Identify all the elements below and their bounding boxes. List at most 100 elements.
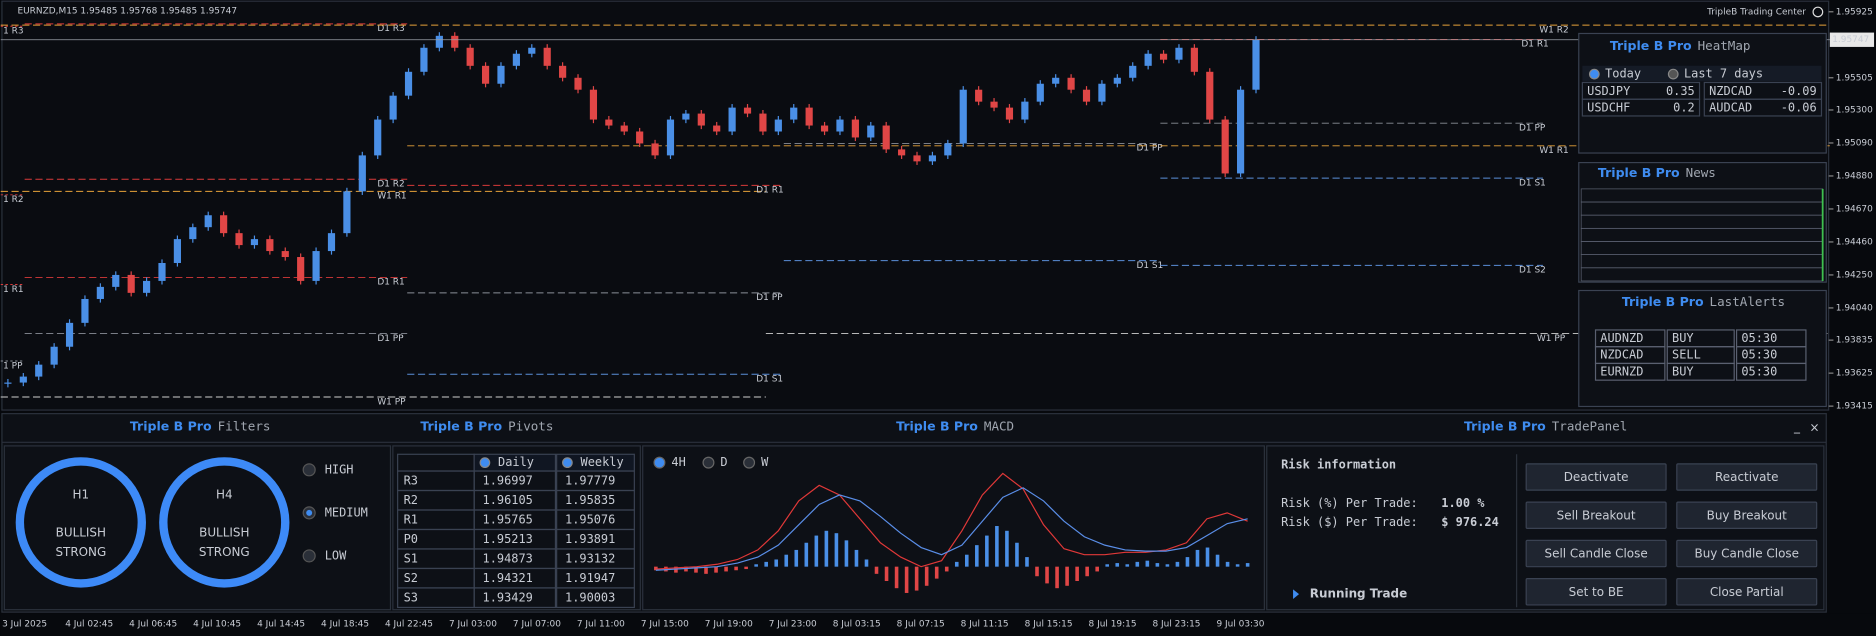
candle: [1129, 62, 1137, 82]
widget-title: News: [1686, 165, 1716, 180]
filter-option: HIGH: [325, 462, 354, 476]
y-tick-label: 1.94880: [1836, 171, 1873, 181]
pivot-value: S2: [404, 571, 418, 585]
candle: [759, 110, 767, 136]
minimize-button[interactable]: _: [1793, 419, 1801, 433]
macd-bar: [1245, 563, 1250, 567]
candle: [867, 121, 875, 142]
x-tick-label: 7 Jul 03:00: [449, 620, 497, 630]
radio[interactable]: [302, 463, 316, 477]
heatmap-pair: NZDCAD: [1709, 84, 1752, 98]
candle-body: [559, 65, 567, 78]
macd-bar: [814, 535, 819, 567]
radio[interactable]: [302, 549, 316, 563]
x-tick-label: 7 Jul 19:00: [705, 620, 753, 630]
candle-body: [913, 155, 921, 162]
radio[interactable]: [562, 457, 573, 469]
candle: [281, 247, 289, 261]
trade-button[interactable]: [1525, 578, 1667, 606]
heatmap-value: 0.35: [1666, 84, 1695, 98]
trade-button[interactable]: [1676, 578, 1818, 606]
close-button[interactable]: ×: [1810, 420, 1820, 434]
macd-bar: [944, 566, 949, 572]
running-trade-arrow[interactable]: [1293, 589, 1300, 599]
level-label: D1 R1: [756, 186, 783, 196]
candle-body: [374, 119, 382, 156]
macd-bar: [824, 530, 829, 567]
filter-option: MEDIUM: [325, 505, 368, 519]
candle: [944, 139, 952, 159]
widget-title: TradePanel: [1552, 418, 1628, 433]
macd-bar: [784, 554, 789, 567]
candle: [266, 235, 274, 255]
candle: [420, 44, 428, 76]
filters-box: [3, 445, 392, 611]
heatmap-tabs: [1582, 65, 1822, 82]
level-label: D1 S1: [1519, 178, 1546, 188]
pivot-value: 1.94321: [483, 571, 533, 585]
candle-body: [281, 251, 289, 258]
heatmap-value: 0.2: [1673, 101, 1695, 115]
y-tick-label: 1.95300: [1836, 105, 1873, 115]
level-label: W1 R1: [377, 192, 406, 202]
candle-body: [512, 53, 520, 66]
candle: [389, 92, 397, 124]
radio-dot: [306, 509, 313, 516]
x-tick-label: 4 Jul 22:45: [385, 620, 433, 630]
candle-body: [713, 125, 721, 132]
trade-button[interactable]: [1676, 463, 1818, 491]
macd-bar: [1075, 566, 1079, 582]
radio[interactable]: [479, 457, 491, 469]
candle: [743, 104, 752, 118]
trade-button[interactable]: [1525, 539, 1667, 568]
alert-text: AUDNZD: [1600, 331, 1643, 345]
candle: [543, 44, 551, 70]
radio[interactable]: [1667, 68, 1679, 80]
news-panel: [1578, 161, 1827, 283]
trade-button[interactable]: [1676, 539, 1818, 568]
y-tick-label: 1.94460: [1836, 237, 1873, 247]
macd-bar: [1055, 566, 1059, 589]
x-tick-label: 8 Jul 15:15: [1025, 620, 1073, 630]
radio[interactable]: [702, 456, 715, 469]
risk-pct-label: Risk (%) Per Trade:: [1281, 496, 1418, 510]
pivot-cell: [556, 587, 635, 609]
candle-body: [898, 149, 906, 156]
candle: [1082, 86, 1091, 106]
radio[interactable]: [653, 456, 666, 469]
level-label: 1 R3: [3, 27, 23, 37]
timeframe-label: W: [761, 455, 769, 469]
level-label: D1 R1: [1521, 40, 1548, 50]
macd-bar: [1085, 566, 1089, 577]
pivot-value: 1.93429: [483, 591, 533, 605]
pivots-box: [392, 445, 641, 611]
pivot-value: 1.95076: [565, 513, 615, 527]
pivot-value: 1.96105: [483, 493, 533, 507]
widget-brand: Triple B Pro: [130, 418, 212, 433]
candle: [173, 235, 181, 267]
trade-button[interactable]: [1525, 501, 1667, 530]
candle-body: [1113, 77, 1121, 84]
x-tick-label: 8 Jul 11:15: [961, 620, 1009, 630]
radio[interactable]: [1588, 68, 1600, 80]
candle-body: [666, 119, 675, 156]
x-tick-label: 8 Jul 19:15: [1089, 620, 1137, 630]
level-label: D1 S1: [756, 375, 783, 385]
x-tick-label: 7 Jul 23:00: [769, 620, 817, 630]
level-label: 1 R1: [3, 285, 23, 295]
candle-body: [697, 113, 705, 126]
level-label: D1 R1: [377, 278, 404, 288]
alert-text: NZDCAD: [1600, 348, 1643, 362]
macd-bar: [834, 533, 839, 567]
candle: [327, 229, 336, 255]
candle-body: [65, 322, 74, 347]
candle: [1052, 74, 1060, 88]
trade-button[interactable]: [1676, 501, 1818, 530]
radio[interactable]: [743, 456, 756, 469]
candle-body: [805, 107, 813, 126]
trade-button[interactable]: [1525, 463, 1667, 491]
candle: [805, 104, 813, 130]
macd-bar: [985, 535, 989, 567]
